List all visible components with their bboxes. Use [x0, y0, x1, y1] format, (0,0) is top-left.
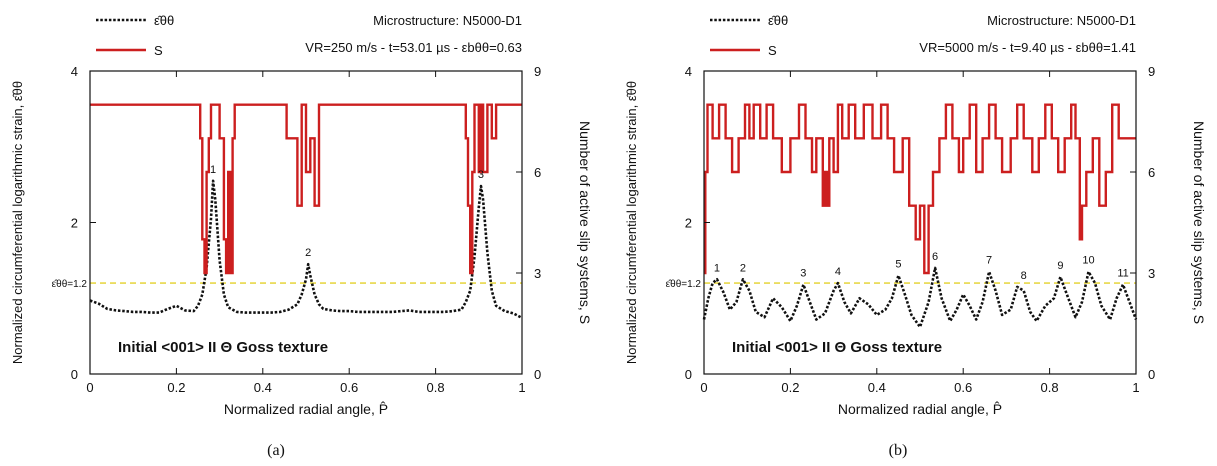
peak-label: 3 [478, 169, 484, 181]
x-tick-label: 0 [86, 380, 93, 395]
y-left-tick-label: 0 [71, 367, 78, 382]
x-tick-label: 0.2 [167, 380, 185, 395]
x-tick-label: 1 [1132, 380, 1139, 395]
threshold-label: ε̂θθ=1.2 [52, 278, 88, 290]
peak-label: 2 [305, 247, 311, 259]
y-left-axis-label: Normalized circumferential logarithmic s… [10, 81, 25, 364]
panel-label: (a) [267, 442, 285, 459]
peak-label: 2 [740, 262, 746, 274]
y-right-axis-label: Number of active slip systems, S [1191, 121, 1207, 324]
y-left-tick-label: 2 [685, 216, 692, 231]
y-left-tick-label: 4 [685, 64, 692, 79]
y-right-tick-label: 6 [1148, 165, 1155, 180]
x-tick-label: 0.8 [427, 380, 445, 395]
conditions-annotation: VR=250 m/s - t=53.01 µs - εbθθ=0.63 [305, 40, 522, 55]
peak-label: 5 [895, 259, 901, 271]
peak-label: 10 [1082, 255, 1094, 267]
peak-label: 11 [1117, 268, 1128, 280]
x-tick-label: 1 [518, 380, 525, 395]
peak-label: 8 [1021, 270, 1027, 282]
series-strain-dotted-line [89, 179, 523, 320]
microstructure-annotation: Microstructure: N5000-D1 [987, 13, 1136, 28]
x-tick-label: 0 [700, 380, 707, 395]
y-right-tick-label: 3 [1148, 266, 1155, 281]
x-tick-label: 0.8 [1041, 380, 1059, 395]
legend-s-label: S [154, 43, 163, 58]
threshold-label: ε̂θθ=1.2 [666, 278, 702, 290]
x-tick-label: 0.4 [254, 380, 272, 395]
peak-label: 3 [800, 268, 806, 280]
y-left-axis-label: Normalized circumferential logarithmic s… [624, 81, 639, 364]
y-left-tick-label: 4 [71, 64, 78, 79]
peak-label: 6 [932, 251, 938, 263]
series-strain-dotted-line [702, 266, 1138, 329]
y-right-tick-label: 3 [534, 266, 541, 281]
peak-label: 7 [986, 255, 992, 267]
texture-label: Initial <001> II Θ Goss texture [732, 339, 942, 356]
y-left-tick-label: 0 [685, 367, 692, 382]
x-tick-label: 0.6 [340, 380, 358, 395]
x-tick-label: 0.4 [868, 380, 886, 395]
series-s-step-line [90, 103, 522, 275]
conditions-annotation: VR=5000 m/s - t=9.40 µs - εbθθ=1.41 [919, 40, 1136, 55]
legend-strain-label: ε̂θθ [154, 13, 174, 28]
peak-label: 1 [210, 164, 216, 176]
y-right-axis-label: Number of active slip systems, S [577, 121, 593, 324]
x-axis-label: Normalized radial angle, P̂ [838, 401, 1002, 417]
peak-label: 4 [835, 266, 841, 278]
y-right-tick-label: 0 [1148, 367, 1155, 382]
y-right-tick-label: 0 [534, 367, 541, 382]
x-axis-label: Normalized radial angle, P̂ [224, 401, 388, 417]
peak-label: 1 [714, 262, 720, 274]
legend-strain-label: ε̂θθ [768, 13, 788, 28]
y-right-tick-label: 6 [534, 165, 541, 180]
peak-label: 9 [1057, 260, 1063, 272]
y-right-tick-label: 9 [534, 64, 541, 79]
microstructure-annotation: Microstructure: N5000-D1 [373, 13, 522, 28]
y-left-tick-label: 2 [71, 216, 78, 231]
x-tick-label: 0.2 [781, 380, 799, 395]
x-tick-label: 0.6 [954, 380, 972, 395]
panel-label: (b) [889, 442, 908, 459]
y-right-tick-label: 9 [1148, 64, 1155, 79]
legend-s-label: S [768, 43, 777, 58]
texture-label: Initial <001> II Θ Goss texture [118, 339, 328, 356]
series-s-step-line [704, 103, 1136, 275]
